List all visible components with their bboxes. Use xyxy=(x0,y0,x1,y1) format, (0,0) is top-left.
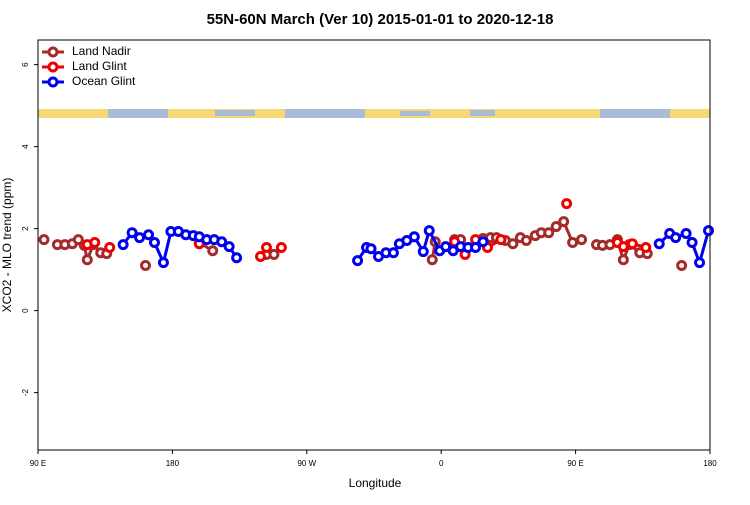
data-point xyxy=(550,221,562,233)
chart-title: 55N-60N March (Ver 10) 2015-01-01 to 202… xyxy=(207,11,554,28)
data-point xyxy=(148,237,160,249)
legend-label: Land Glint xyxy=(72,59,127,73)
data-point xyxy=(117,239,129,251)
x-tick-label: 180 xyxy=(166,459,180,468)
data-point xyxy=(520,234,532,246)
data-point xyxy=(670,232,682,244)
data-point xyxy=(365,243,377,255)
data-point xyxy=(507,238,519,250)
x-tick-label: 90 E xyxy=(567,459,583,468)
data-point xyxy=(686,237,698,249)
data-point xyxy=(680,228,692,240)
x-tick-label: 90 W xyxy=(297,459,316,468)
data-point xyxy=(387,247,399,259)
x-tick-label: 0 xyxy=(439,459,444,468)
ocean-patch xyxy=(108,109,168,118)
legend-label: Land Nadir xyxy=(72,44,131,58)
data-point xyxy=(275,241,287,253)
data-point xyxy=(477,236,489,248)
data-point xyxy=(104,241,116,253)
data-point xyxy=(223,241,235,253)
data-point xyxy=(417,246,429,258)
legend-marker xyxy=(47,61,59,73)
data-point xyxy=(470,241,482,253)
data-point xyxy=(426,254,438,266)
map-strip xyxy=(38,109,710,118)
data-point xyxy=(561,198,573,210)
y-axis-label: XCO2 - MLO trend (ppm) xyxy=(0,178,14,313)
data-point xyxy=(617,254,629,266)
data-point xyxy=(567,237,579,249)
data-point xyxy=(408,231,420,243)
data-point xyxy=(89,237,101,249)
y-tick-label: 6 xyxy=(21,62,30,67)
ocean-patch xyxy=(285,109,365,118)
data-point xyxy=(231,252,243,264)
ocean-patch xyxy=(600,109,670,118)
data-point xyxy=(558,216,570,228)
data-point xyxy=(268,248,280,260)
legend-marker xyxy=(47,76,59,88)
data-point xyxy=(207,245,219,257)
data-point xyxy=(423,225,435,237)
legend-label: Ocean Glint xyxy=(72,74,136,88)
data-point xyxy=(255,250,267,262)
x-tick-label: 90 E xyxy=(30,459,46,468)
ocean-patch xyxy=(470,110,495,116)
x-tick-label: 180 xyxy=(703,459,717,468)
y-tick-label: 4 xyxy=(21,144,30,149)
data-point xyxy=(676,260,688,271)
ocean-patch xyxy=(400,111,430,116)
y-tick-label: -2 xyxy=(21,388,30,396)
data-point xyxy=(626,238,638,250)
data-point xyxy=(143,229,155,241)
data-point xyxy=(157,257,169,269)
y-tick-label: 2 xyxy=(21,226,30,231)
data-point xyxy=(216,236,228,248)
data-point xyxy=(134,232,146,244)
data-point xyxy=(81,254,93,266)
x-axis-label: Longitude xyxy=(349,476,402,490)
data-point xyxy=(495,234,507,246)
plot-frame xyxy=(37,39,711,451)
data-point xyxy=(260,241,272,253)
data-point xyxy=(576,234,588,246)
data-point xyxy=(640,241,652,253)
ocean-patch xyxy=(215,110,255,116)
data-point xyxy=(617,241,629,253)
data-point xyxy=(653,238,665,250)
land-band xyxy=(38,109,710,118)
y-tick-label: 0 xyxy=(21,308,30,313)
data-point xyxy=(38,234,50,246)
data-point xyxy=(543,227,555,239)
data-point xyxy=(140,260,152,271)
data-point xyxy=(126,227,138,239)
data-point xyxy=(352,255,364,267)
legend-marker xyxy=(47,46,59,58)
data-point xyxy=(703,225,715,237)
data-point xyxy=(694,257,706,269)
